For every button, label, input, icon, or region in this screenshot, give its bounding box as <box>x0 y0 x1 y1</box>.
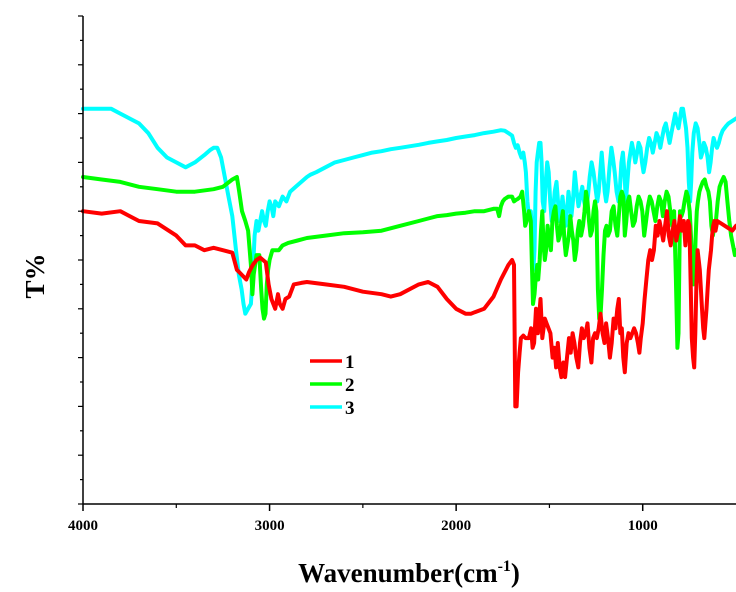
series-line-1 <box>81 209 736 409</box>
x-axis-title: Wavenumber(cm-1) <box>298 558 520 588</box>
x-tick-label: 2000 <box>441 518 471 534</box>
x-tick-label: 1000 <box>628 518 658 534</box>
legend-label-1: 1 <box>345 352 355 373</box>
series-layer <box>81 106 736 409</box>
plot-area: 4000 3000 2000 1000 <box>68 15 736 534</box>
x-tick-label: 4000 <box>68 518 98 534</box>
x-axis-title-main: Wavenumber(cm <box>298 558 498 588</box>
x-axis-title-superscript: -1 <box>498 558 511 575</box>
legend-label-3: 3 <box>345 398 355 419</box>
series-line-2 <box>81 175 736 350</box>
legend-label-2: 2 <box>345 375 355 396</box>
x-tick-label: 3000 <box>255 518 285 534</box>
x-axis-title-close: ) <box>511 558 520 588</box>
legend: 123 <box>310 352 355 419</box>
y-ticks <box>78 15 83 505</box>
x-ticks: 4000 3000 2000 1000 <box>68 504 658 534</box>
y-axis-title: T% <box>20 253 50 298</box>
